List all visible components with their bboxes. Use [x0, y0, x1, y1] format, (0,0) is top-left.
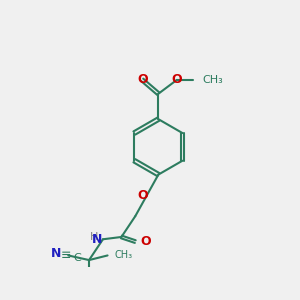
Text: CH₃: CH₃	[202, 75, 223, 85]
Text: CH₃: CH₃	[115, 250, 133, 260]
Text: H: H	[90, 232, 98, 242]
Text: N: N	[92, 233, 102, 246]
Text: C: C	[73, 253, 81, 263]
Text: ≡: ≡	[61, 249, 71, 262]
Text: O: O	[172, 74, 182, 86]
Text: O: O	[137, 74, 148, 86]
Text: N: N	[51, 247, 62, 260]
Text: O: O	[140, 235, 151, 248]
Text: O: O	[137, 189, 148, 202]
